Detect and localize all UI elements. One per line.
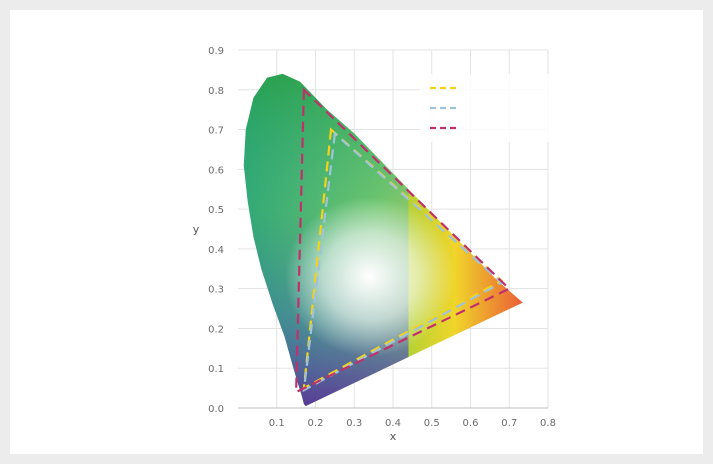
y-tick-label: 0.1 [208, 364, 224, 375]
y-axis-label: y [193, 223, 200, 236]
series-triangle-3 [294, 87, 512, 394]
series-layer [294, 87, 512, 394]
x-tick-label: 0.7 [501, 418, 517, 429]
chart-frame: 0.1 0.2 0.3 0.4 0.5 0.6 0.7 0.8 0.0 0.1 0.2 0.3 0.4… [10, 10, 703, 454]
x-axis-label: x [390, 430, 397, 443]
x-tick-label: 0.2 [308, 418, 324, 429]
y-tick-label: 0.6 [208, 165, 224, 176]
y-tick-label: 0.5 [208, 205, 224, 216]
x-tick-label: 0.4 [385, 418, 401, 429]
y-tick-label: 0.2 [208, 324, 224, 335]
x-tick-label: 0.1 [269, 418, 285, 429]
y-tick-label: 0.4 [208, 245, 224, 256]
y-tick-labels: 0.0 0.1 0.2 0.3 0.4 0.5 0.6 0.7 0.8 0.9 [208, 46, 224, 415]
x-tick-label: 0.5 [424, 418, 440, 429]
chromaticity-chart: 0.1 0.2 0.3 0.4 0.5 0.6 0.7 0.8 0.0 0.1 0.2 0.3 0.4… [193, 46, 556, 443]
x-tick-label: 0.6 [463, 418, 479, 429]
y-tick-label: 0.8 [208, 86, 224, 97]
y-tick-label: 0.9 [208, 46, 224, 57]
x-tick-label: 0.8 [540, 418, 556, 429]
x-tick-label: 0.3 [346, 418, 362, 429]
x-tick-labels: 0.1 0.2 0.3 0.4 0.5 0.6 0.7 0.8 [269, 418, 556, 429]
y-tick-label: 0.0 [208, 404, 224, 415]
legend-box [420, 74, 550, 142]
series-triangle-2 [302, 131, 504, 393]
y-tick-label: 0.7 [208, 126, 224, 137]
y-tick-label: 0.3 [208, 285, 224, 296]
legend [420, 74, 550, 142]
